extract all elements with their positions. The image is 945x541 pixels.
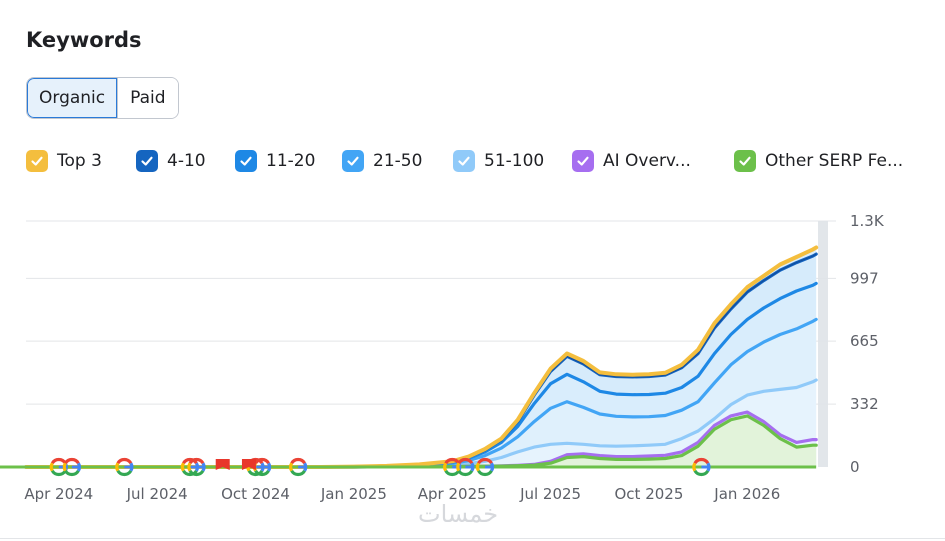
check-icon [240, 156, 252, 166]
google-icon-arc [50, 457, 67, 465]
page-title: Keywords [26, 28, 142, 52]
google-icon-arc [115, 462, 120, 472]
x-tick-label: Jan 2026 [713, 485, 780, 503]
google-icon-arc [693, 457, 710, 465]
check-icon [31, 156, 43, 166]
google-icon-arc [254, 469, 270, 477]
google-icon-arc [290, 457, 307, 465]
google-icon-arc [456, 462, 461, 472]
keywords-area-chart: 0 332 665 997 1.3K Apr 2024 Jul 2024 Oct 2024 Ja… [0, 212, 885, 503]
google-icon-arc [49, 462, 54, 472]
google-icon-arc [129, 462, 134, 472]
google-update-icon[interactable] [289, 457, 308, 477]
google-icon-arc [444, 469, 461, 477]
google-icon-arc [187, 462, 192, 472]
google-icon-arc [693, 469, 710, 477]
legend-label: AI Overv... [603, 151, 691, 171]
google-icon-arc [477, 469, 493, 477]
legend-label: 11-20 [266, 151, 316, 171]
google-icon-arc [64, 469, 80, 477]
x-tick-label: Jul 2024 [126, 485, 188, 503]
google-update-icon[interactable] [62, 457, 81, 477]
google-update-icon[interactable] [456, 457, 475, 477]
google-icon-arc [182, 469, 198, 477]
check-icon [458, 156, 470, 166]
google-icon-arc [477, 457, 493, 465]
google-icon-arc [692, 462, 697, 472]
google-update-icon[interactable] [692, 457, 711, 477]
legend-item-ai-overv[interactable]: AI Overv... [572, 150, 691, 172]
legend-item-51-100[interactable]: 51-100 [453, 150, 544, 172]
google-icon-arc [247, 469, 264, 477]
x-tick-label: Apr 2025 [418, 485, 487, 503]
x-tick-label: Apr 2024 [24, 485, 93, 503]
check-icon [347, 156, 359, 166]
current-period-band [818, 221, 828, 467]
google-icon-arc [180, 462, 185, 472]
google-icon-arc [457, 457, 474, 465]
check-icon [739, 156, 751, 166]
x-tick-label: Oct 2024 [221, 485, 290, 503]
legend-item-11-20[interactable]: 11-20 [235, 150, 315, 172]
google-icon-arc [457, 469, 474, 477]
watermark: خمسات [418, 500, 499, 528]
google-icon-arc [290, 469, 307, 477]
google-icon-arc [188, 469, 205, 477]
bottom-divider [0, 538, 945, 539]
x-tick-label: Oct 2025 [615, 485, 684, 503]
google-icon-arc [267, 462, 272, 472]
toggle-divider [117, 78, 119, 118]
legend-checkbox[interactable] [235, 150, 257, 172]
tab-paid[interactable]: Paid [118, 78, 178, 118]
google-icon-arc [182, 457, 198, 465]
legend-checkbox[interactable] [136, 150, 158, 172]
google-icon-arc [62, 462, 67, 472]
legend-label: 21-50 [373, 151, 423, 171]
google-icon-arc [188, 457, 205, 465]
legend-label: Other SERP Fe... [765, 151, 904, 171]
legend-label: 51-100 [484, 151, 545, 171]
keyword-type-toggle: Organic Paid [26, 77, 179, 119]
check-icon [577, 156, 589, 166]
legend-checkbox[interactable] [453, 150, 475, 172]
google-update-icon[interactable] [187, 457, 206, 477]
y-tick-label: 0 [850, 458, 860, 476]
legend-label: Top 3 [57, 151, 102, 171]
google-icon-arc [50, 469, 67, 477]
note-marker-icon[interactable] [241, 459, 256, 470]
chart-legend: Top 3 4-10 11-20 21-50 51-100 AI Overv... Othe… [26, 150, 936, 176]
legend-item-21-50[interactable]: 21-50 [342, 150, 422, 172]
legend-item-top-3[interactable]: Top 3 [26, 150, 102, 172]
google-icon-arc [116, 469, 133, 477]
x-tick-label: Jan 2025 [320, 485, 387, 503]
google-icon-arc [116, 457, 133, 465]
google-icon-arc [490, 462, 495, 472]
legend-checkbox[interactable] [572, 150, 594, 172]
y-tick-label: 332 [850, 395, 879, 413]
google-icon-arc [475, 462, 480, 472]
legend-checkbox[interactable] [26, 150, 48, 172]
y-tick-label: 665 [850, 332, 879, 350]
x-tick-label: Jul 2025 [519, 485, 581, 503]
google-icon-arc [64, 457, 80, 465]
legend-checkbox[interactable] [734, 150, 756, 172]
google-icon-arc [254, 457, 270, 465]
legend-item-4-10[interactable]: 4-10 [136, 150, 206, 172]
google-update-icon[interactable] [115, 457, 134, 477]
legend-checkbox[interactable] [342, 150, 364, 172]
y-tick-label: 997 [850, 269, 879, 287]
google-icon-arc [289, 462, 294, 472]
legend-label: 4-10 [167, 151, 206, 171]
y-tick-label: 1.3K [850, 212, 885, 230]
check-icon [141, 156, 153, 166]
note-marker-icon[interactable] [215, 459, 230, 470]
legend-item-other-serp-fe[interactable]: Other SERP Fe... [734, 150, 903, 172]
google-icon-arc [443, 462, 448, 472]
area-band-21-50 [26, 319, 817, 467]
google-update-icon[interactable] [475, 457, 495, 477]
area-other-serp [26, 415, 817, 467]
tab-organic[interactable]: Organic [27, 78, 118, 118]
